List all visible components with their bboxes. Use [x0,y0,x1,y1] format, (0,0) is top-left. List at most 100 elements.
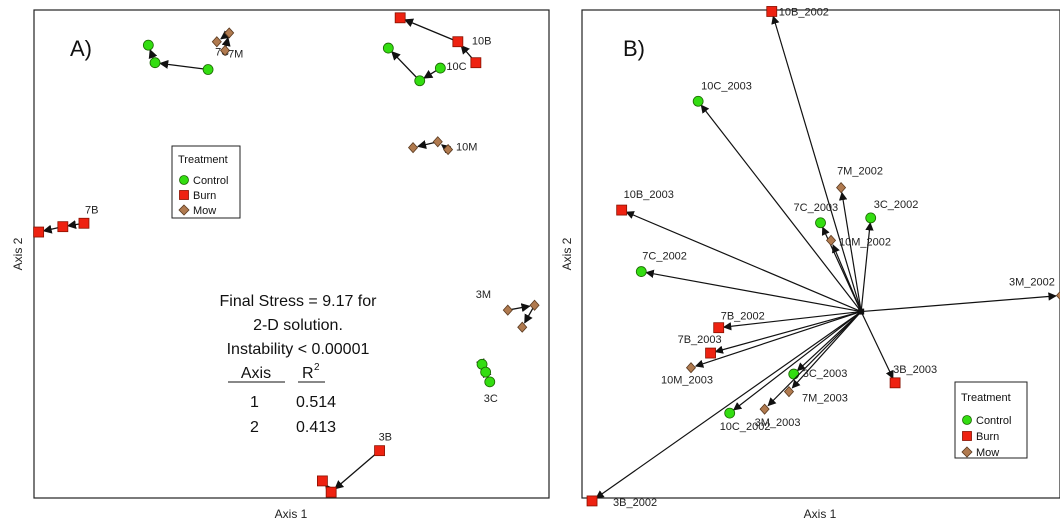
vector-3b-2003: 3B_2003 [860,311,937,389]
traj-7c-point-2 [149,57,161,69]
panel-a-legend-control-marker [179,175,189,185]
traj-10c-label: 10C [446,61,466,73]
panel-a-legend-title: Treatment [178,154,228,166]
traj-10m-point-1 [443,143,454,156]
vector-10c-2003: 10C_2003 [692,80,862,312]
vector-7m-2003-label: 7M_2003 [802,393,848,405]
vector-3c-2003-arrow [796,311,862,372]
traj-10m-point-2 [432,136,443,148]
vector-10m-2003-label: 10M_2003 [661,375,713,387]
vector-10b-2002-arrow [771,15,862,312]
panel-a-legend-mow-label: Mow [193,205,216,217]
traj-10m: 10M [408,136,477,156]
traj-7b-point-2 [57,221,69,233]
panel-b-legend-mow-label: Mow [976,447,999,459]
stress-row-2-axis: 2 [250,419,259,436]
vector-7c-2003-point [815,217,826,229]
vector-7m-2002-label: 7M_2002 [837,166,883,178]
traj-3c-point-1 [484,376,496,388]
vector-7m-2002-point [836,182,847,194]
traj-10c-point-3 [382,42,394,54]
traj-3m-point-2 [529,299,540,311]
traj-10b: 10B [394,12,492,69]
traj-7c-point-1 [202,64,214,75]
stress-header-axis: Axis [241,365,271,382]
vector-10b-2002-label: 10B_2002 [779,6,829,18]
panel-b: B) Axis 1 Axis 2 10B_2002 10C_2003 7M_2002… [560,6,1060,521]
vector-3b-2002: 3B_2002 [586,311,862,509]
traj-10b-point-1 [470,57,482,69]
panel-b-legend-control-marker [962,415,972,425]
traj-7b-point-3 [33,226,45,238]
vector-10m-2003: 10M_2003 [661,311,862,387]
traj-3m-point-3 [517,321,528,333]
vector-7b-2002: 7B_2002 [713,311,862,334]
vector-3b-2002-label: 3B_2002 [613,497,657,509]
traj-7c-point-3 [142,39,154,51]
traj-7b: 7B [33,204,98,238]
vector-10m-2003-arrow [694,311,862,368]
panel-b-x-axis-label: Axis 1 [804,507,837,521]
panel-b-letter: B) [623,36,645,61]
vector-3c-2003-label: 3C_2003 [803,368,848,380]
traj-10c-point-2 [414,75,426,87]
stress-row-1-axis: 1 [250,394,259,411]
traj-7c-arrow-1 [159,59,209,71]
traj-10c: 10C [382,42,467,87]
traj-3c-label: 3C [484,393,498,405]
traj-3b-label: 3B [379,432,392,444]
panel-a: A) Axis 1 Axis 2 7C7M10C10B10M7B3M3C3B T… [11,9,550,521]
traj-7m: 7M [211,27,243,61]
vector-10b-2003-point [616,204,628,216]
vector-7c-2002: 7C_2002 [635,251,862,313]
panel-b-centroid [858,308,865,315]
panel-b-legend-control-label: Control [976,415,1011,427]
traj-10c-point-1 [434,62,446,74]
traj-10b-label: 10B [472,36,492,48]
traj-7m-point-3 [211,36,222,48]
vector-3m-2002: 3M_2002 [861,276,1060,313]
panel-a-legend-mow-marker [178,204,190,216]
vector-7m-2003-point [783,386,795,398]
traj-3c-point-3 [480,366,492,378]
vector-7c-2002-point [635,266,647,277]
vector-10b-2003-label: 10B_2003 [624,189,674,201]
vector-3c-2002: 3C_2002 [860,199,919,312]
traj-3m-point-1 [502,304,513,316]
stress-row-1-r2: 0.514 [296,394,336,411]
traj-3b-point-1 [374,445,385,457]
vector-7b-2003: 7B_2003 [678,311,862,359]
vector-10m-2002: 10M_2002 [825,234,891,312]
panel-a-trajectories: 7C7M10C10B10M7B3M3C3B [33,12,540,498]
panel-b-legend-mow-marker [961,446,973,458]
traj-3m: 3M [476,289,540,333]
vector-7c-2002-label: 7C_2002 [642,251,687,263]
panel-a-frame [33,9,550,499]
panel-b-y-axis-label: Axis 2 [560,237,574,270]
traj-10m-point-3 [408,142,419,154]
traj-10m-label: 10M [456,142,477,154]
vector-10c-2002-arrow [732,311,862,411]
panel-b-legend-title: Treatment [961,392,1011,404]
vector-3b-2003-label: 3B_2003 [893,364,937,376]
traj-7b-label: 7B [85,204,98,216]
traj-7m-point-2 [224,27,235,39]
panel-a-legend-control-label: Control [193,175,228,187]
panel-a-letter: A) [70,36,92,61]
vector-10b-2002: 10B_2002 [766,6,862,312]
vector-3b-2002-arrow [595,311,862,499]
vector-3c-2002-label: 3C_2002 [874,199,919,211]
panel-a-y-axis-label: Axis 2 [11,237,25,270]
vector-3c-2003-point [788,368,800,380]
panel-a-legend: Treatment Control Burn Mow [171,145,241,219]
vector-7b-2003-arrow [714,311,862,354]
vector-7m-2003-arrow [791,311,862,389]
vector-3m-2002-arrow [861,292,1057,313]
traj-3c: 3C [475,358,498,405]
traj-10b-point-2 [452,36,464,48]
panel-b-legend-burn-marker [962,431,972,441]
vector-3c-2002-arrow [860,222,874,312]
traj-3b-arrow-1 [334,450,380,490]
stress-line-3: Instability < 0.00001 [227,341,370,358]
vector-3m-2003: 3M_2003 [755,311,862,429]
